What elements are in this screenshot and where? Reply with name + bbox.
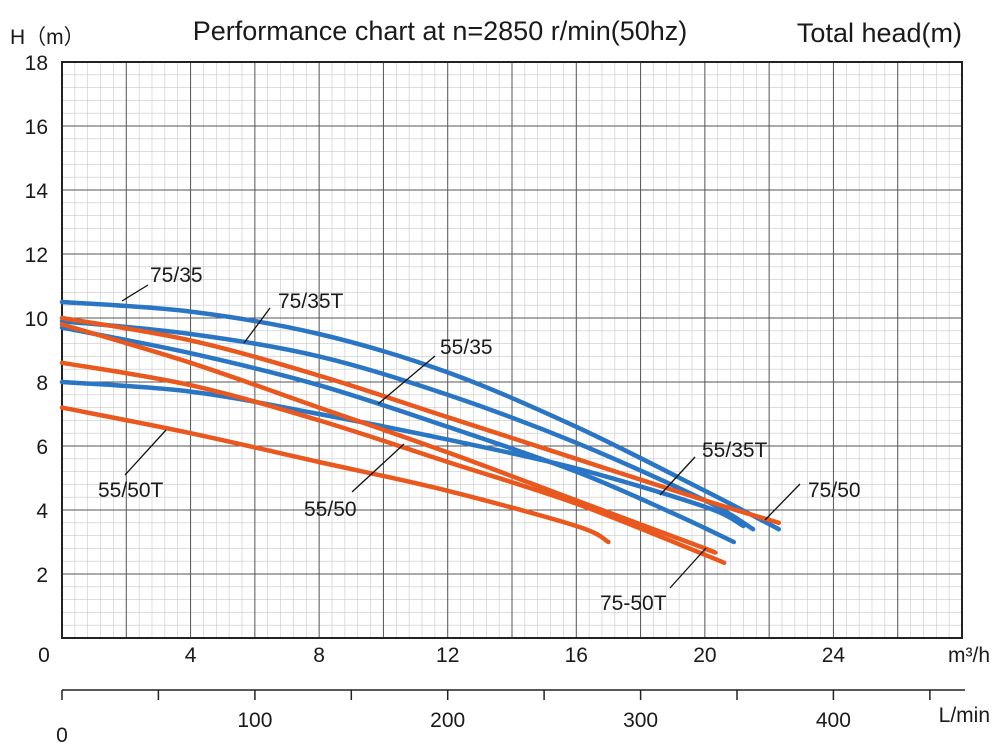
series-label-75-50: 75/50 (808, 479, 861, 502)
y-axis-title-left: H（m） (10, 26, 85, 49)
y-tick-label: 4 (36, 500, 48, 523)
x-tick-label: 8 (313, 644, 325, 667)
y-tick-label: 12 (25, 244, 48, 267)
y-tick-label: 6 (36, 436, 48, 459)
series-line-75-35t (59, 318, 756, 532)
chart-title: Performance chart at n=2850 r/min(50hz) (193, 16, 688, 46)
series-labels: 75/35 75/35T 55/35 55/35T 75/50 55/50 75-50T 55… (98, 264, 861, 615)
leader-line-55-35t (659, 456, 696, 496)
leader-line-55-50t (124, 429, 167, 476)
x2-tick-label: 200 (430, 709, 465, 732)
series-layer (59, 299, 782, 566)
x2-unit-label: L/min (939, 704, 990, 727)
leader-line-75-50 (764, 483, 801, 521)
x-tick-label: 12 (436, 644, 459, 667)
series-line-75-50t (59, 360, 727, 566)
y-tick-label: 8 (36, 372, 48, 395)
leader-line-75-35 (121, 284, 149, 302)
x-axis-ticks: 4 8 12 16 20 24 (185, 644, 846, 667)
x-origin-label: 0 (38, 644, 50, 667)
y-axis-ticks: 2 4 6 8 10 12 14 16 18 (25, 52, 49, 587)
series-label-75-35: 75/35 (150, 264, 203, 287)
x-unit-label: m³/h (948, 644, 990, 667)
leader-line-75-35t (243, 307, 271, 344)
x2-tick-label: 400 (816, 709, 851, 732)
x-tick-label: 20 (693, 644, 716, 667)
leader-line-55-35 (377, 355, 436, 405)
y-tick-label: 14 (25, 180, 49, 203)
x-tick-label: 4 (185, 644, 197, 667)
y-tick-label: 10 (25, 308, 48, 331)
major-grid (61, 61, 963, 639)
series-label-55-50t: 55/50T (98, 479, 164, 502)
x2-origin-label: 0 (56, 724, 68, 747)
series-label-55-35t: 55/35T (702, 439, 768, 462)
series-line-75-50 (59, 315, 782, 526)
secondary-x-axis: 100 200 300 400 (61, 689, 965, 732)
y-tick-label: 16 (25, 116, 48, 139)
series-label-55-35: 55/35 (440, 336, 493, 359)
series-label-75-35t: 75/35T (278, 290, 344, 313)
plot-frame (61, 61, 963, 639)
series-line-55-50t (59, 405, 611, 545)
leader-line-55-50 (351, 443, 405, 493)
series-line-75-35 (59, 299, 782, 532)
y-tick-label: 2 (36, 564, 48, 587)
x2-tick-label: 100 (237, 709, 272, 732)
leader-line-75-50t (669, 547, 707, 589)
y-axis-title-right: Total head(m) (797, 18, 962, 48)
series-line-55-35 (59, 325, 737, 545)
y-tick-label: 18 (25, 52, 48, 75)
series-line-55-35t (59, 379, 746, 529)
x-tick-label: 24 (822, 644, 846, 667)
series-line-55-50 (59, 322, 718, 555)
x-tick-label: 16 (565, 644, 588, 667)
x2-tick-label: 300 (623, 709, 658, 732)
series-label-75-50t: 75-50T (600, 592, 667, 615)
series-label-55-50: 55/50 (304, 498, 357, 521)
